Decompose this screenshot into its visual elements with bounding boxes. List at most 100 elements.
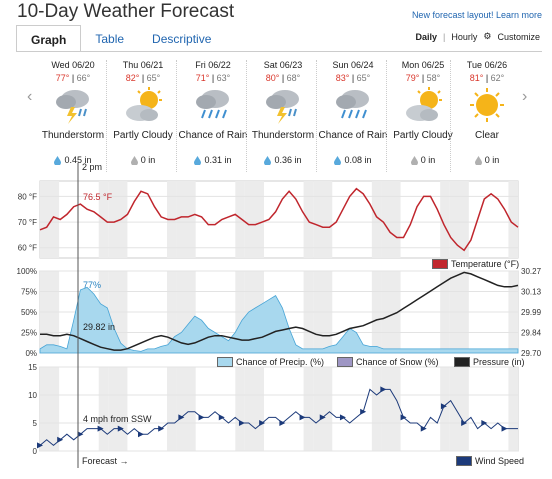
wind-direction-arrow bbox=[218, 414, 225, 421]
day-condition: Partly Cloudy bbox=[113, 130, 173, 141]
night-band bbox=[108, 367, 128, 451]
day-column[interactable]: Fri 06/22 71° | 63° Chance of Rain 0.31 in bbox=[178, 60, 248, 172]
cursor-pressure-label: 29.82 in bbox=[83, 322, 116, 332]
day-low-temp: 66° bbox=[76, 73, 91, 83]
option-separator: | bbox=[443, 31, 446, 42]
hourly-option[interactable]: Hourly bbox=[451, 31, 478, 42]
day-condition: Partly Cloudy bbox=[393, 130, 453, 141]
day-high-temp: 81° bbox=[469, 73, 484, 83]
day-separator bbox=[450, 60, 451, 172]
wind-direction-arrow bbox=[37, 442, 43, 449]
chart-panel bbox=[39, 366, 519, 452]
pressure-swatch bbox=[454, 357, 470, 367]
day-high-temp: 71° bbox=[195, 73, 210, 83]
night-band bbox=[303, 367, 314, 451]
precip-tick-label: 75% bbox=[21, 288, 37, 297]
cursor-time-label: 2 pm bbox=[82, 162, 103, 172]
night-band bbox=[244, 367, 264, 451]
precip-legend: Chance of Precip. (%) bbox=[217, 357, 324, 367]
wind-tick-label: 0 bbox=[33, 447, 38, 456]
day-precip-amount: 0.45 in bbox=[64, 155, 92, 165]
customize-link[interactable]: Customize bbox=[497, 31, 540, 42]
night-band bbox=[313, 271, 333, 353]
day-high-temp: 79° bbox=[405, 73, 420, 83]
rain-icon bbox=[336, 90, 369, 119]
night-band bbox=[440, 181, 450, 258]
pressure-tick-label: 30.27 bbox=[521, 267, 542, 276]
wind-direction-arrow bbox=[400, 414, 407, 421]
raindrop-icon bbox=[194, 156, 202, 166]
daily-option[interactable]: Daily bbox=[415, 31, 438, 42]
day-precip-amount: 0 in bbox=[420, 155, 436, 165]
night-band bbox=[440, 271, 450, 353]
wind-swatch bbox=[456, 456, 472, 466]
view-options: Daily | Hourly ⚙ Customize bbox=[416, 31, 540, 42]
night-band bbox=[176, 367, 196, 451]
gear-icon: ⚙ bbox=[483, 31, 492, 41]
day-temps: 81° | 62° bbox=[469, 73, 505, 83]
thunderstorm-icon bbox=[56, 90, 89, 124]
night-band bbox=[303, 271, 314, 353]
day-temps: 79° | 58° bbox=[405, 73, 441, 83]
tab-table[interactable]: Table bbox=[81, 25, 139, 52]
day-low-temp: 65° bbox=[356, 73, 371, 83]
night-band bbox=[381, 271, 401, 353]
day-column[interactable]: Sat 06/23 80° | 68° Thunderstorm 0.36 in bbox=[248, 60, 318, 172]
day-low-temp: 62° bbox=[490, 73, 505, 83]
precip-legend-label: Chance of Precip. (%) bbox=[236, 357, 325, 367]
new-layout-link[interactable]: New forecast layout! Learn more bbox=[411, 10, 542, 20]
night-band bbox=[371, 181, 382, 258]
prev-arrow-icon[interactable]: ‹ bbox=[27, 88, 33, 105]
snow-swatch bbox=[337, 357, 353, 367]
day-separator bbox=[106, 60, 107, 172]
day-condition: Clear bbox=[475, 130, 499, 141]
day-temps: 77° | 66° bbox=[55, 73, 91, 83]
tab-graph[interactable]: Graph bbox=[16, 25, 82, 52]
day-condition: Chance of Rain bbox=[318, 130, 388, 141]
raindrop-icon bbox=[474, 156, 482, 166]
cursor-temp-label: 76.5 °F bbox=[83, 192, 113, 202]
day-column[interactable]: Tue 06/26 81° | 62° Clear 0 in bbox=[452, 60, 522, 172]
night-band bbox=[244, 271, 264, 353]
day-column[interactable]: Sun 06/24 83° | 65° Chance of Rain 0.08 in bbox=[318, 60, 388, 172]
day-column[interactable]: Thu 06/21 82° | 65° Partly Cloudy 0 in bbox=[108, 60, 178, 172]
night-band bbox=[167, 181, 177, 258]
night-band bbox=[40, 367, 60, 451]
night-band bbox=[303, 181, 314, 258]
day-date: Mon 06/25 bbox=[401, 60, 445, 70]
clear-icon bbox=[470, 88, 504, 122]
day-column[interactable]: Wed 06/20 77° | 66° Thunderstorm 0.45 in bbox=[38, 60, 108, 172]
wind-tick-label: 15 bbox=[28, 363, 37, 372]
wind-tick-label: 5 bbox=[33, 419, 38, 428]
wind-legend: Wind Speed bbox=[456, 456, 524, 466]
night-band bbox=[176, 271, 196, 353]
day-temps: 71° | 63° bbox=[195, 73, 231, 83]
night-band bbox=[440, 367, 450, 451]
night-band bbox=[313, 181, 333, 258]
day-low-temp: 68° bbox=[286, 73, 301, 83]
snow-legend-label: Chance of Snow (%) bbox=[356, 357, 439, 367]
day-precip: 0 in bbox=[452, 155, 522, 166]
wind-direction-arrow bbox=[178, 414, 185, 421]
raindrop-icon bbox=[410, 156, 418, 166]
day-column[interactable]: Mon 06/25 79° | 58° Partly Cloudy 0 in bbox=[388, 60, 458, 172]
wind-direction-arrow bbox=[77, 431, 84, 438]
wind-direction-arrow bbox=[57, 436, 64, 443]
tab-descriptive[interactable]: Descriptive bbox=[138, 25, 226, 52]
day-temps: 83° | 65° bbox=[335, 73, 371, 83]
wind-direction-arrow bbox=[380, 386, 387, 393]
precip-tick-label: 0% bbox=[25, 349, 37, 358]
night-band bbox=[108, 271, 128, 353]
day-precip: 0.36 in bbox=[248, 155, 318, 166]
day-precip: 0.31 in bbox=[178, 155, 248, 166]
raindrop-icon bbox=[334, 156, 342, 166]
pressure-tick-label: 29.99 bbox=[521, 308, 542, 317]
day-separator bbox=[386, 60, 387, 172]
next-arrow-icon[interactable]: › bbox=[522, 88, 528, 105]
temperature-tick-label: 80 °F bbox=[18, 192, 37, 201]
night-band bbox=[244, 181, 264, 258]
wind-direction-arrow bbox=[339, 414, 346, 421]
wind-tick-label: 10 bbox=[28, 391, 37, 400]
pressure-legend: Pressure (in) bbox=[454, 357, 525, 367]
wind-direction-arrow bbox=[117, 425, 124, 432]
